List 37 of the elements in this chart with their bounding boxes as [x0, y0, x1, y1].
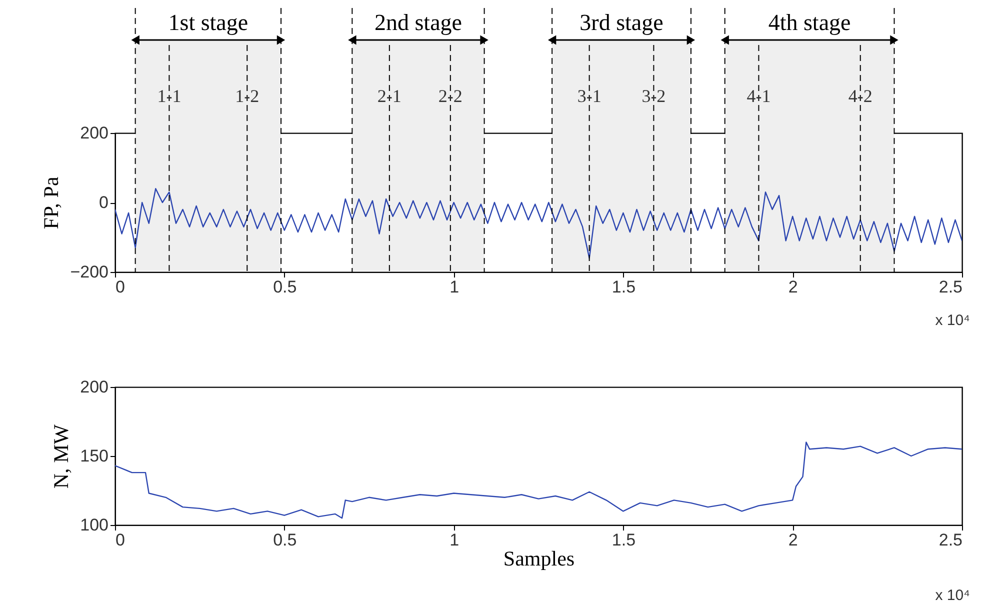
- band-label: 4th stage: [768, 10, 851, 35]
- y-tick-label: 0: [99, 193, 108, 212]
- x-tick-label: 1: [450, 530, 460, 550]
- annotation: 4-1: [746, 86, 771, 106]
- annotation: 3-1: [577, 86, 602, 106]
- x-tick-label: 0: [116, 530, 125, 550]
- x-tick-label: 1: [450, 278, 460, 296]
- text: x 10⁴: [935, 312, 970, 329]
- x-tick-label: 2: [788, 530, 798, 550]
- x-tick-label: 1.5: [612, 278, 636, 296]
- annotation: 2-2: [438, 86, 462, 106]
- y-tick-label: 100: [80, 516, 108, 534]
- x-tick-label: 1.5: [612, 530, 636, 550]
- band-label: 3rd stage: [580, 10, 664, 35]
- annotation: 3-2: [642, 86, 666, 106]
- x-tick-label: 0.5: [273, 530, 297, 550]
- y-tick-label: 200: [80, 124, 108, 142]
- band-label: 1st stage: [168, 10, 248, 35]
- annotation: 4-2: [848, 86, 872, 106]
- x-axis-title: Samples: [503, 546, 575, 570]
- annotation: 1-1: [157, 86, 182, 106]
- annotation: 2-1: [377, 86, 402, 106]
- y-tick-label: 150: [80, 446, 108, 466]
- line-series: [115, 442, 962, 519]
- text: x 10⁴: [935, 587, 970, 604]
- band-label: 2nd stage: [374, 10, 462, 35]
- x-tick-label: 2.5: [938, 530, 962, 550]
- x-tick-label: 2: [788, 278, 798, 296]
- x-tick-label: 2.5: [938, 278, 962, 296]
- y-axis-title: N, MW: [49, 424, 74, 489]
- line-series: [115, 188, 962, 259]
- y-tick-label: −200: [70, 262, 108, 282]
- x-tick-label: 0.5: [273, 278, 297, 296]
- annotation: 1-2: [235, 86, 260, 106]
- y-tick-label: 200: [80, 378, 108, 396]
- x-tick-label: 0: [116, 278, 125, 296]
- y-axis-title: FP, Pa: [39, 176, 64, 230]
